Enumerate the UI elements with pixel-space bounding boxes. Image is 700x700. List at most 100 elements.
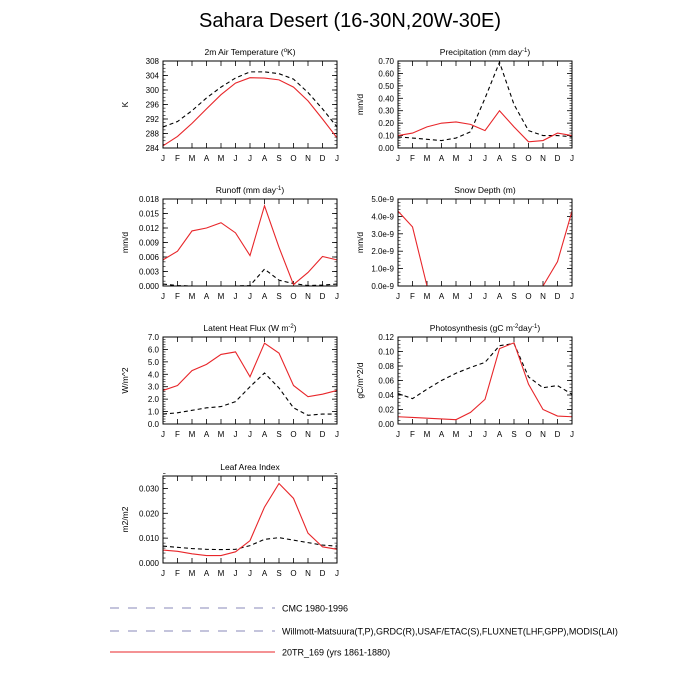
model-series-line <box>162 77 338 147</box>
x-tick-label: J <box>234 154 238 163</box>
x-tick-label: D <box>320 569 326 578</box>
y-tick-label: 6.0 <box>148 345 160 354</box>
y-tick-label: 0.70 <box>378 57 394 66</box>
x-tick-label: O <box>525 430 531 439</box>
panel-title: Latent Heat Flux (W m-2) <box>203 323 296 333</box>
x-tick-label: O <box>290 569 296 578</box>
x-tick-label: F <box>410 430 415 439</box>
x-tick-label: M <box>218 154 225 163</box>
x-tick-label: S <box>511 154 516 163</box>
x-tick-label: J <box>469 292 473 301</box>
x-tick-label: J <box>335 569 339 578</box>
x-tick-label: A <box>204 569 210 578</box>
y-tick-label: 5.0e-9 <box>371 195 394 204</box>
y-tick-label: 0.00 <box>378 420 394 429</box>
x-tick-label: M <box>189 430 196 439</box>
x-tick-label: M <box>218 430 225 439</box>
x-tick-label: S <box>276 154 281 163</box>
y-tick-label: 0.015 <box>139 210 160 219</box>
y-axis-label: m2/m2 <box>120 506 130 532</box>
y-tick-label: 292 <box>146 115 160 124</box>
y-axis-label: mm/d <box>355 232 365 254</box>
x-tick-label: J <box>161 292 165 301</box>
x-tick-label: J <box>248 292 252 301</box>
x-tick-label: M <box>189 292 196 301</box>
y-tick-label: 1.0e-9 <box>371 265 394 274</box>
x-tick-label: J <box>483 154 487 163</box>
y-tick-label: 304 <box>146 72 160 81</box>
x-tick-label: J <box>469 154 473 163</box>
x-tick-label: A <box>204 154 210 163</box>
x-tick-label: A <box>439 292 445 301</box>
x-tick-label: O <box>525 154 531 163</box>
y-tick-label: 0.12 <box>378 333 394 342</box>
x-tick-label: M <box>424 292 431 301</box>
x-tick-label: J <box>570 430 574 439</box>
y-tick-label: 0.20 <box>378 119 394 128</box>
x-tick-label: N <box>540 154 546 163</box>
x-tick-label: A <box>497 154 503 163</box>
panel-2: Precipitation (mm day-1) mm/d 0.00 0.10 0.20… <box>355 47 574 163</box>
panel-title: Runoff (mm day-1) <box>216 185 285 195</box>
obs-series-line <box>162 372 337 416</box>
x-tick-label: A <box>497 430 503 439</box>
y-tick-label: 0.000 <box>139 282 160 291</box>
y-tick-label: 0.003 <box>139 268 160 277</box>
y-axis-label: mm/d <box>120 232 130 254</box>
y-tick-label: 308 <box>146 57 160 66</box>
model-series-line <box>162 342 338 398</box>
x-tick-label: J <box>469 430 473 439</box>
model-series-line <box>397 342 573 421</box>
y-tick-label: 288 <box>146 130 160 139</box>
x-tick-label: M <box>453 154 460 163</box>
x-tick-label: N <box>305 569 311 578</box>
x-tick-label: O <box>290 154 296 163</box>
x-tick-label: J <box>248 154 252 163</box>
y-tick-label: 0.10 <box>378 132 394 141</box>
y-tick-label: 0.009 <box>139 239 160 248</box>
x-tick-label: A <box>262 154 268 163</box>
y-axis-label: W/m^2 <box>120 367 130 393</box>
x-tick-label: S <box>511 292 516 301</box>
model-series-line <box>162 203 338 286</box>
legend-label: 20TR_169 (yrs 1861-1880) <box>282 648 390 658</box>
plot-frame <box>162 60 338 149</box>
y-tick-label: 7.0 <box>148 333 160 342</box>
panel-7: Leaf Area Index m2/m2 0.000 0.010 0.020 0.030… <box>120 462 339 578</box>
x-tick-label: J <box>234 569 238 578</box>
x-tick-label: M <box>424 430 431 439</box>
x-tick-label: A <box>262 430 268 439</box>
panel-3: Runoff (mm day-1) mm/d 0.000 0.003 0.006 0.00… <box>120 185 339 301</box>
x-tick-label: F <box>175 430 180 439</box>
x-tick-label: J <box>248 569 252 578</box>
obs-series-line <box>397 60 573 142</box>
x-tick-label: N <box>305 430 311 439</box>
y-tick-label: 0.50 <box>378 82 394 91</box>
x-tick-label: F <box>175 569 180 578</box>
x-tick-label: J <box>335 154 339 163</box>
figure-title: Sahara Desert (16-30N,20W-30E) <box>199 10 501 32</box>
y-tick-label: 2.0 <box>148 395 160 404</box>
y-tick-label: 4.0e-9 <box>371 212 394 221</box>
plot-frame <box>162 475 338 564</box>
plot-frame <box>397 60 573 149</box>
panel-title: Leaf Area Index <box>220 462 280 472</box>
y-tick-label: 0.02 <box>378 406 394 415</box>
y-tick-label: 1.0 <box>148 408 160 417</box>
x-tick-label: A <box>262 292 268 301</box>
x-tick-label: A <box>204 292 210 301</box>
x-tick-label: N <box>540 292 546 301</box>
x-tick-label: A <box>439 154 445 163</box>
x-tick-label: D <box>320 292 326 301</box>
y-tick-label: 0.012 <box>139 224 160 233</box>
y-tick-label: 5.0 <box>148 358 160 367</box>
y-tick-label: 0.010 <box>139 534 160 543</box>
y-tick-label: 0.08 <box>378 362 394 371</box>
x-tick-label: D <box>555 292 561 301</box>
x-tick-label: M <box>189 154 196 163</box>
x-tick-label: M <box>453 430 460 439</box>
x-tick-label: A <box>497 292 503 301</box>
y-tick-label: 0.60 <box>378 69 394 78</box>
y-tick-label: 296 <box>146 101 160 110</box>
